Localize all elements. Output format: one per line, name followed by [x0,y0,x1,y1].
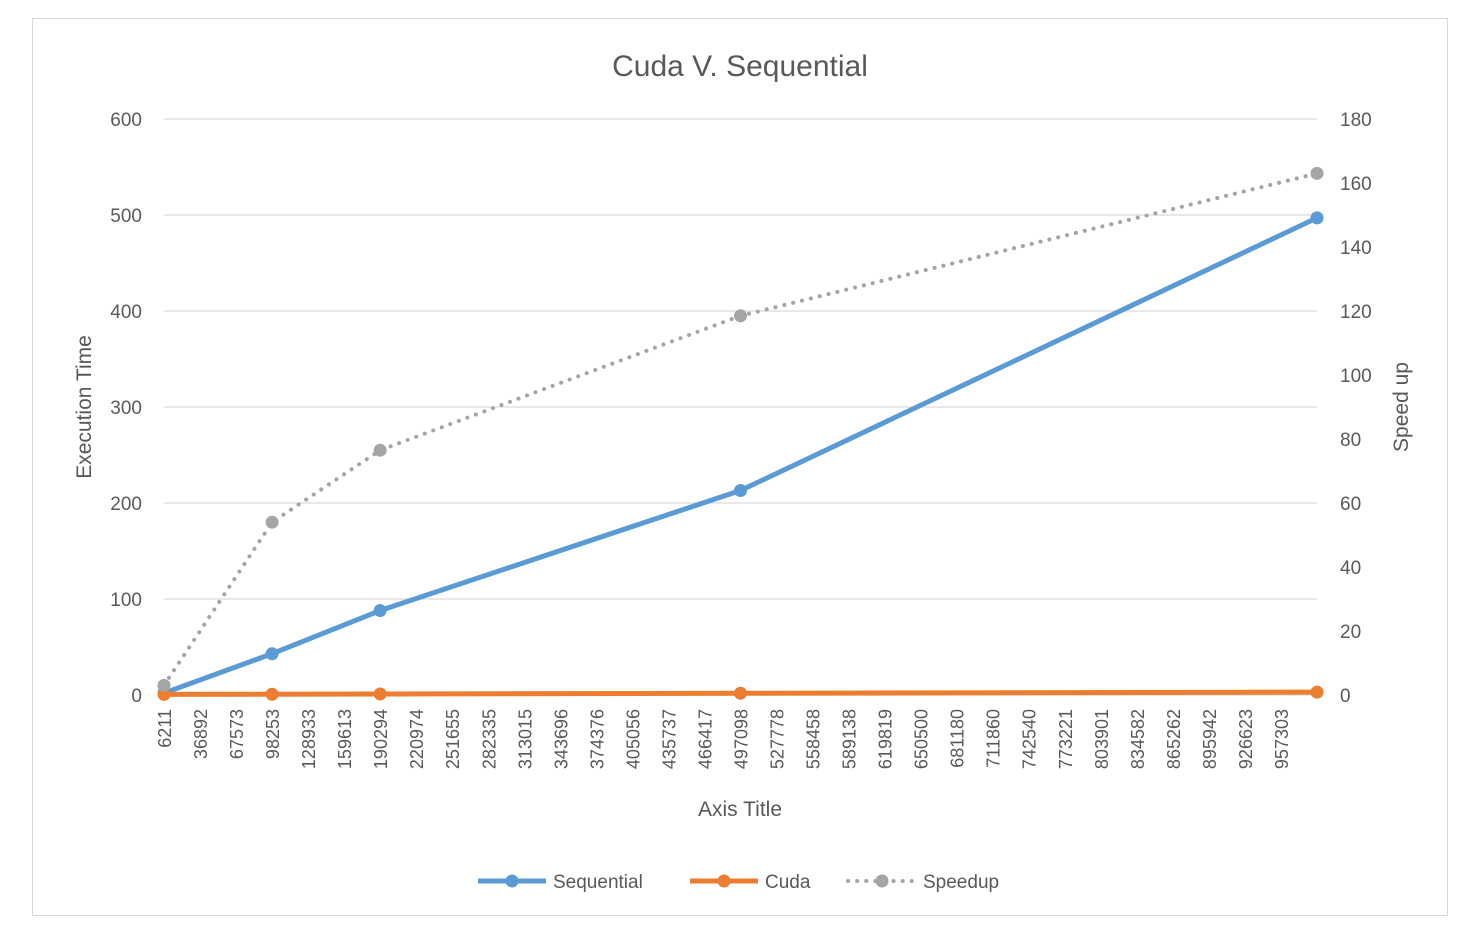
x-tick-label: 865262 [1164,709,1184,769]
x-axis-title: Axis Title [698,798,782,821]
legend-label-cuda: Cuda [765,872,811,893]
sequential-point [1310,211,1324,225]
x-tick-label: 681180 [948,709,968,768]
sequential-point [733,484,747,498]
x-tick-label: 773221 [1056,709,1076,769]
y-right-tick-label: 60 [1340,494,1361,515]
legend-item-sequential: Sequential [478,872,643,893]
x-tick-label: 67573 [227,709,247,759]
y-left-tick-label: 400 [110,302,142,323]
x-tick-label: 313015 [515,709,535,769]
cuda-point [733,686,747,700]
y-right-tick-label: 180 [1340,110,1372,131]
y-axis-right-title: Speed up [1390,362,1413,452]
x-tick-label: 926623 [1236,709,1256,769]
speedup-point [733,309,747,323]
x-tick-label: 742540 [1020,709,1040,769]
x-tick-label: 895942 [1200,709,1220,769]
x-tick-label: 558458 [804,709,824,769]
right-axis-ticks: 0 20 40 60 80 100 120 140 160 180 [1340,110,1372,707]
speedup-line [162,171,1319,688]
x-tick-label: 190294 [371,709,391,769]
x-tick-label: 98253 [263,709,283,759]
x-axis-ticks: 6211 36892 67573 98253 128933 159613 190294 220… [155,694,1317,769]
cuda-point [265,687,279,701]
x-tick-label: 650500 [912,709,932,769]
y-right-tick-label: 40 [1340,558,1361,579]
y-right-tick-label: 80 [1340,430,1361,451]
sequential-point [373,604,387,618]
legend: Sequential Cuda Speedup [478,872,999,893]
cuda-point [157,687,171,701]
legend-item-speedup: Speedup [846,872,999,893]
legend-marker-cuda [717,874,731,888]
x-tick-label: 251655 [443,709,463,769]
y-right-tick-label: 160 [1340,174,1372,195]
y-left-tick-label: 200 [110,494,142,515]
chart-frame [32,18,1448,916]
speedup-point [157,678,171,692]
y-left-tick-label: 300 [110,398,142,419]
cuda-point [373,687,387,701]
x-tick-label: 343696 [551,709,571,769]
x-tick-label: 282335 [479,709,499,769]
x-tick-label: 957303 [1272,709,1292,769]
speedup-point [373,443,387,457]
x-tick-label: 220974 [407,709,427,769]
y-left-tick-label: 100 [110,590,142,611]
y-right-tick-label: 140 [1340,238,1372,259]
y-right-tick-label: 20 [1340,622,1361,643]
gridlines [164,118,1317,600]
legend-label-speedup: Speedup [923,872,999,893]
y-left-tick-label: 600 [110,110,142,131]
legend-marker-sequential [505,874,519,888]
x-tick-label: 834582 [1128,709,1148,769]
cuda-point [1310,685,1324,699]
x-tick-label: 374376 [587,709,607,769]
y-right-tick-label: 0 [1340,686,1351,707]
x-tick-label: 128933 [299,709,319,769]
y-left-tick-label: 0 [131,686,142,707]
x-tick-label: 711860 [984,709,1004,768]
x-tick-label: 466417 [695,709,715,769]
x-tick-label: 497098 [731,709,751,769]
x-tick-label: 36892 [191,709,211,759]
x-tick-label: 435737 [659,709,679,769]
y-right-tick-label: 100 [1340,366,1372,387]
x-tick-label: 589138 [840,709,860,769]
y-left-tick-label: 500 [110,206,142,227]
chart-title: Cuda V. Sequential [612,50,868,83]
legend-marker-speedup [875,874,889,888]
left-axis-ticks: 0 100 200 300 400 500 600 [110,110,142,707]
x-tick-label: 159613 [335,709,355,769]
y-right-tick-label: 120 [1340,302,1372,323]
y-axis-left-title: Execution Time [73,335,96,479]
x-tick-label: 803901 [1092,709,1112,769]
speedup-point [1310,166,1324,180]
x-tick-label: 619819 [876,709,896,769]
x-tick-label: 6211 [155,709,175,748]
speedup-point [265,515,279,529]
x-tick-label: 405056 [623,709,643,769]
legend-label-sequential: Sequential [553,872,643,893]
x-tick-label: 527778 [768,709,788,769]
sequential-point [265,647,279,661]
sequential-line [161,215,1320,696]
legend-item-cuda: Cuda [690,872,811,893]
series [157,166,1324,701]
